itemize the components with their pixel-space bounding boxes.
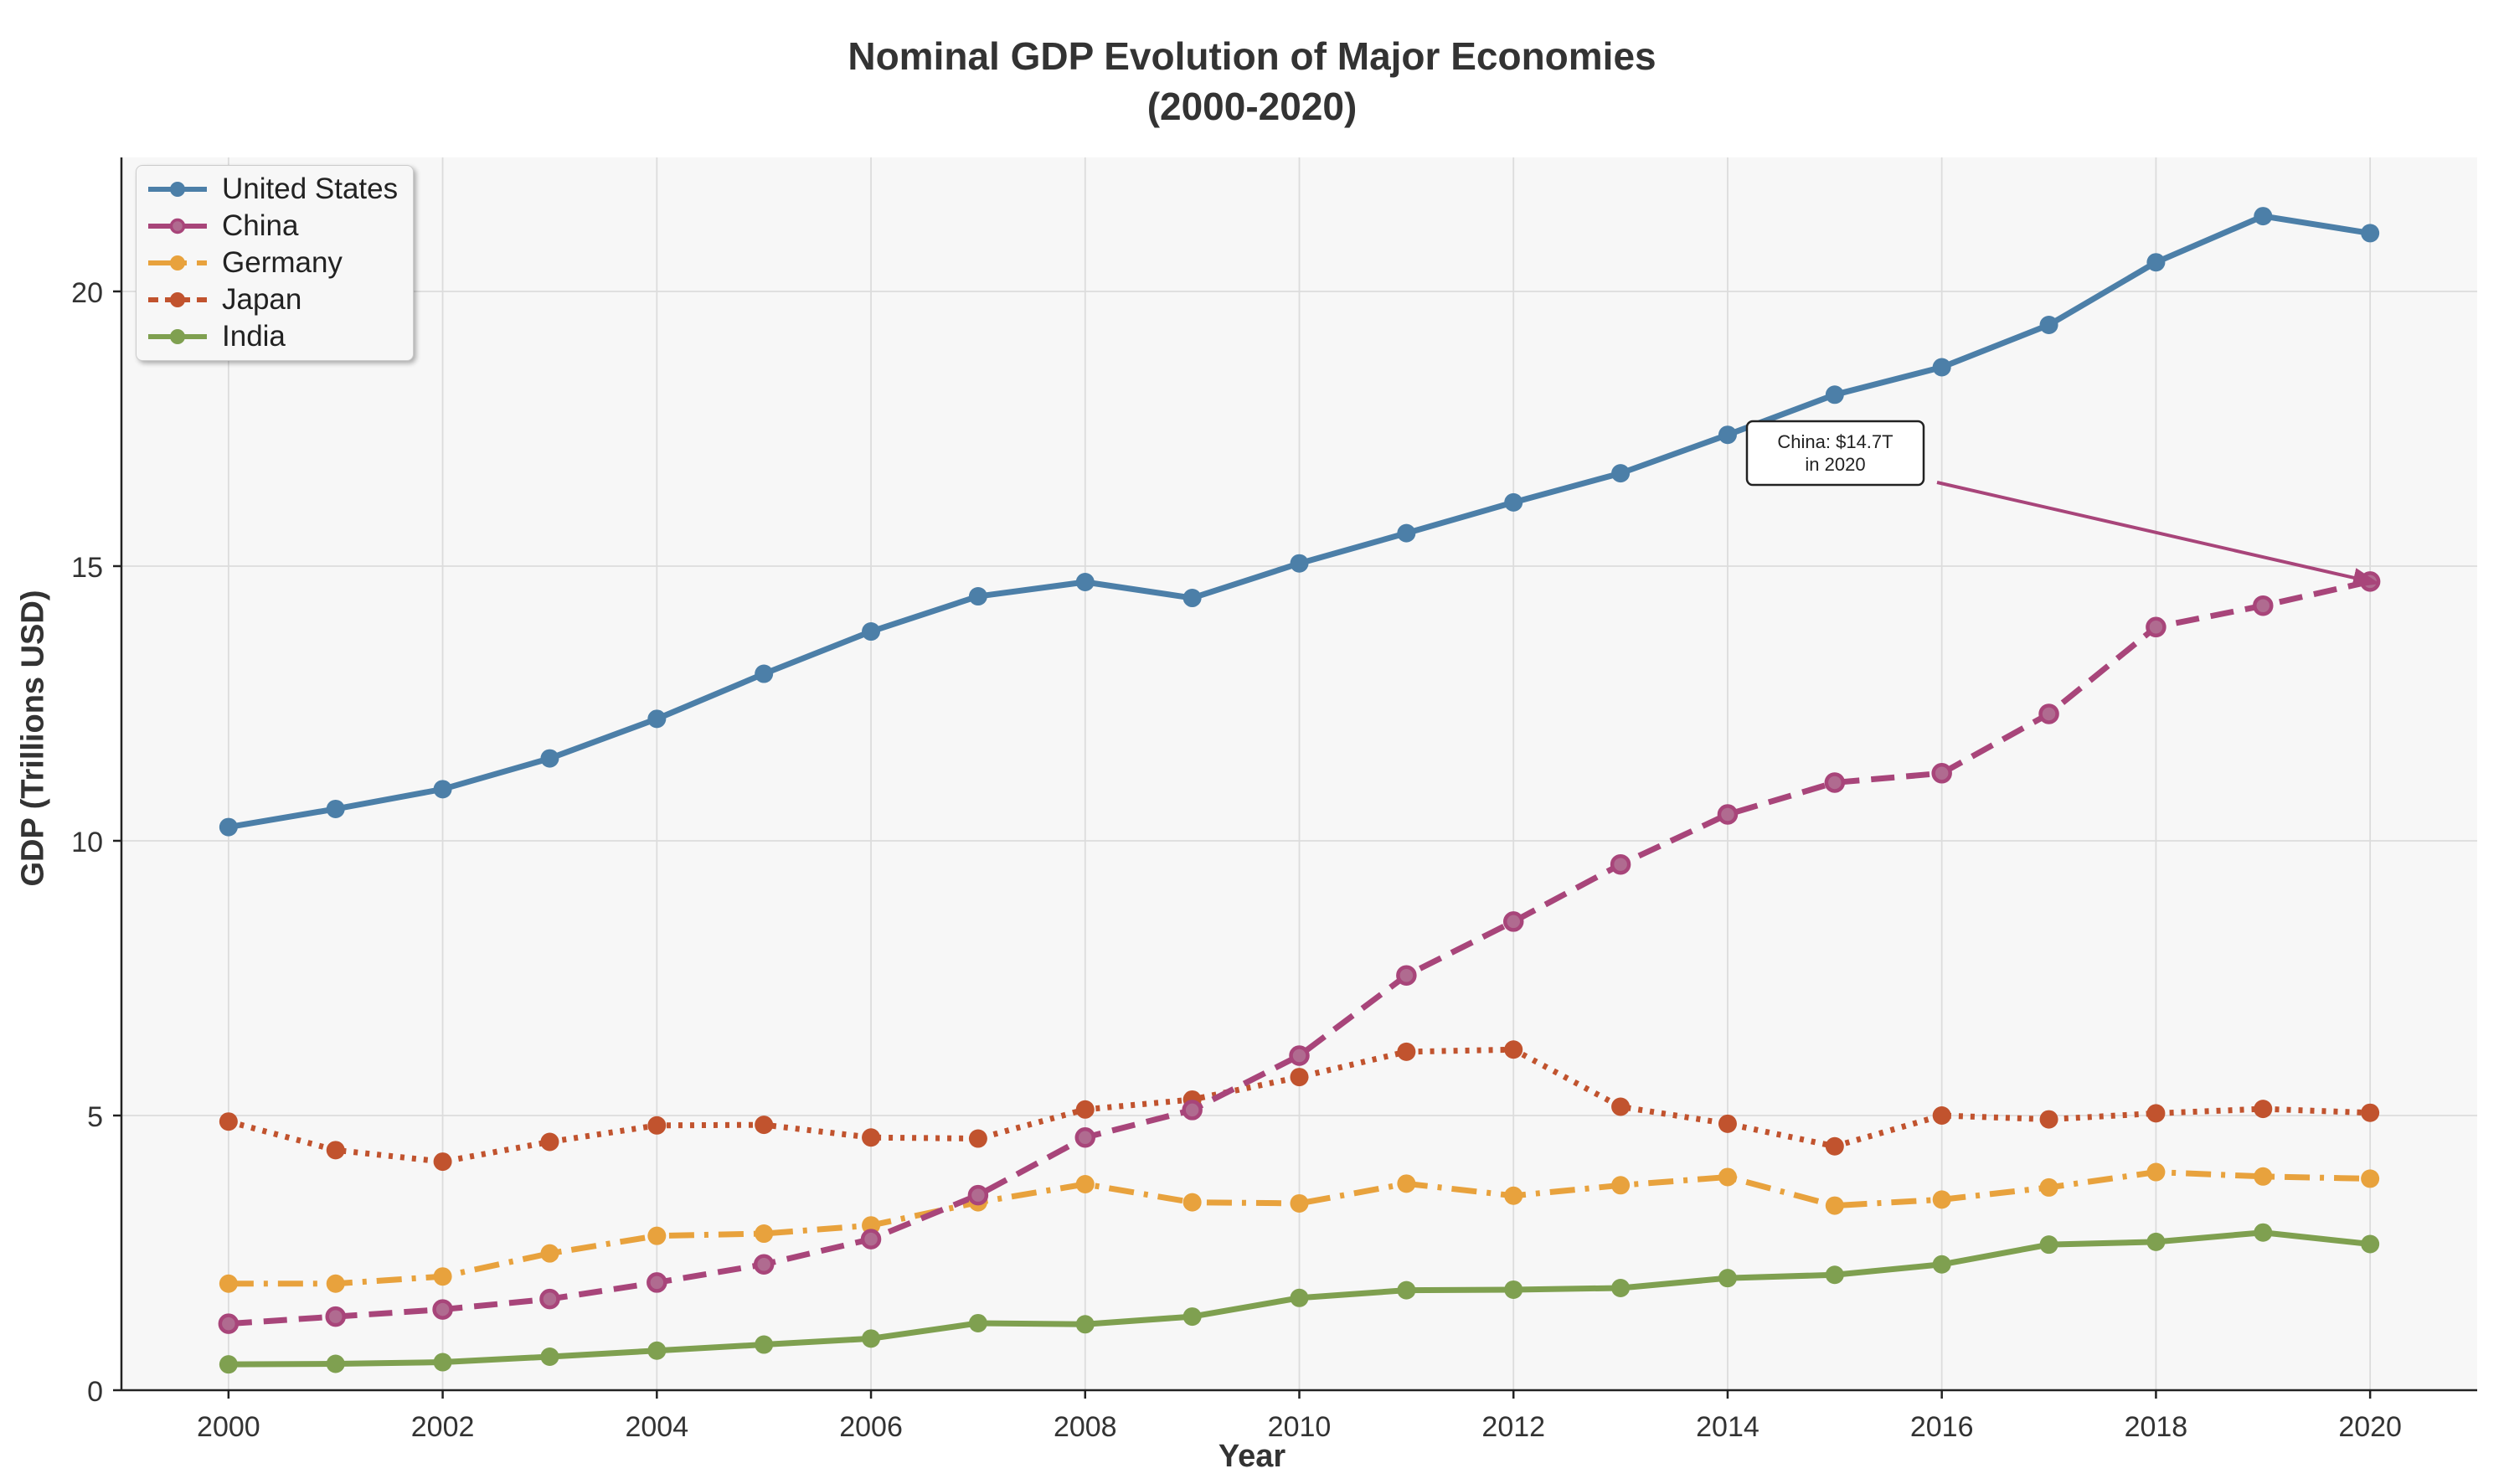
svg-text:0: 0 [87, 1376, 103, 1408]
svg-text:10: 10 [71, 827, 103, 858]
svg-text:15: 15 [71, 552, 103, 584]
svg-text:China: $14.7T: China: $14.7T [1777, 431, 1893, 452]
svg-text:in 2020: in 2020 [1805, 454, 1865, 475]
svg-text:5: 5 [87, 1101, 103, 1133]
svg-text:20: 20 [71, 277, 103, 309]
